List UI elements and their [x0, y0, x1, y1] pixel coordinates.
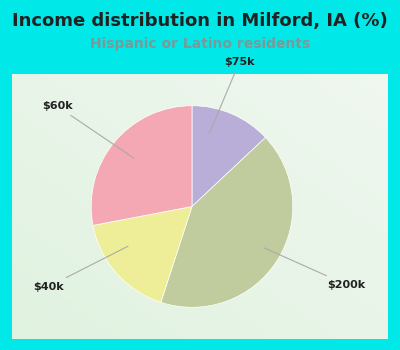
Wedge shape: [161, 138, 293, 307]
Wedge shape: [192, 106, 266, 206]
Wedge shape: [93, 206, 192, 302]
Text: $40k: $40k: [33, 246, 128, 292]
Text: $200k: $200k: [264, 248, 366, 289]
Text: Income distribution in Milford, IA (%): Income distribution in Milford, IA (%): [12, 12, 388, 30]
Text: $75k: $75k: [210, 57, 255, 133]
Text: Hispanic or Latino residents: Hispanic or Latino residents: [90, 37, 310, 51]
Wedge shape: [91, 106, 192, 225]
Text: $60k: $60k: [42, 101, 134, 158]
